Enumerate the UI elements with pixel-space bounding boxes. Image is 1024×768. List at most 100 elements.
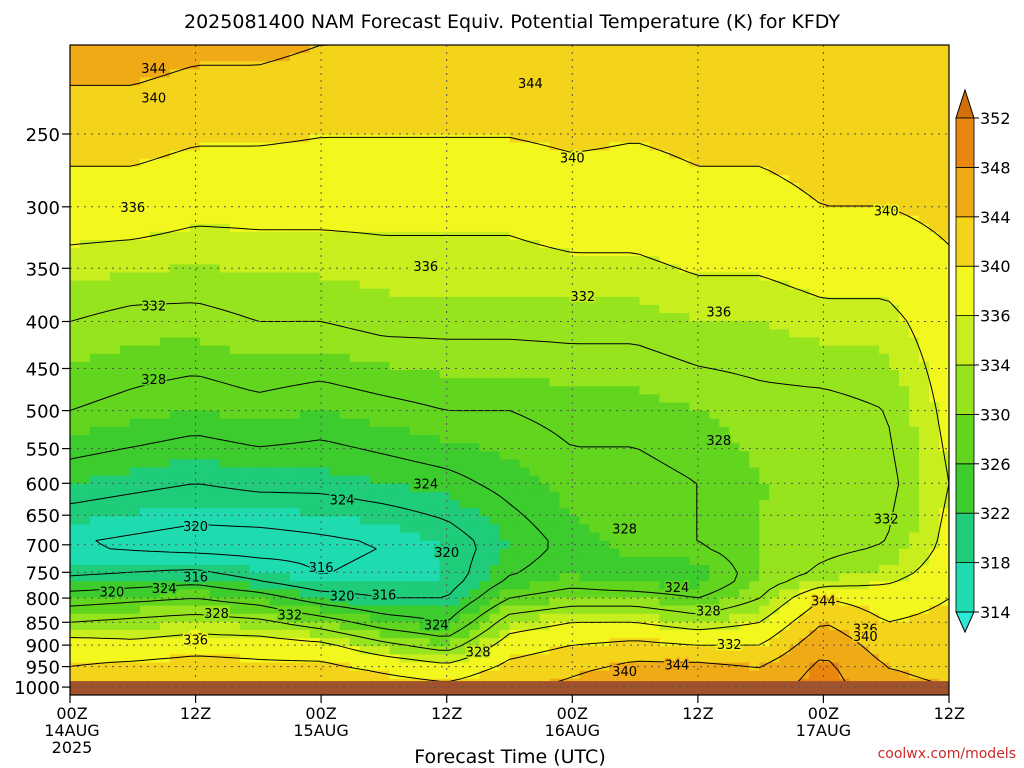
field-cell [659, 231, 670, 241]
field-cell [589, 280, 600, 290]
field-cell [339, 110, 351, 119]
field-cell [839, 93, 850, 103]
field-cell [709, 321, 720, 330]
field-cell [679, 166, 690, 176]
field-cell [449, 85, 461, 95]
field-cell [79, 134, 91, 144]
field-cell [689, 410, 700, 420]
field-cell [699, 101, 710, 111]
field-cell [109, 93, 121, 103]
field-cell [629, 166, 640, 176]
field-cell [299, 207, 311, 217]
field-cell [679, 240, 690, 249]
field-cell [439, 475, 451, 485]
field-cell [529, 491, 541, 501]
field-cell [719, 240, 730, 249]
field-cell [379, 101, 391, 111]
field-cell [729, 443, 740, 452]
field-cell [579, 491, 591, 501]
field-cell [599, 45, 610, 54]
field-cell [469, 443, 481, 452]
field-cell [119, 231, 131, 241]
field-cell [759, 288, 770, 298]
field-cell [779, 426, 790, 436]
field-cell [739, 175, 750, 184]
field-cell [529, 85, 541, 95]
field-cell [479, 321, 491, 330]
field-cell [189, 305, 201, 314]
field-cell [459, 101, 471, 111]
field-cell [209, 101, 221, 111]
field-cell [609, 231, 620, 241]
field-cell [389, 321, 401, 330]
field-cell [379, 394, 391, 404]
field-cell [179, 93, 191, 103]
field-cell [129, 240, 141, 249]
field-cell [119, 264, 131, 274]
field-cell [889, 85, 900, 95]
field-cell [869, 451, 880, 460]
field-cell [499, 69, 511, 79]
field-cell [519, 386, 531, 395]
field-cell [689, 256, 700, 265]
field-cell [819, 345, 830, 355]
field-cell [259, 280, 271, 290]
field-cell [349, 353, 361, 363]
field-cell [719, 426, 730, 436]
field-cell [349, 451, 361, 460]
field-cell [199, 467, 211, 477]
field-cell [399, 337, 411, 347]
field-cell [249, 394, 261, 404]
field-cell [189, 467, 201, 477]
field-cell [689, 158, 700, 168]
field-cell [379, 410, 391, 420]
field-cell [179, 329, 191, 339]
field-cell [259, 353, 271, 363]
field-cell [399, 53, 411, 62]
field-cell [779, 386, 790, 395]
field-cell [219, 118, 231, 127]
field-cell [899, 248, 910, 257]
field-cell [869, 491, 880, 501]
field-cell [329, 191, 341, 200]
field-cell [159, 443, 171, 452]
field-cell [889, 110, 900, 119]
field-cell [149, 53, 161, 62]
field-cell [779, 45, 790, 54]
field-cell [509, 207, 521, 217]
field-cell [879, 353, 890, 363]
field-cell [199, 337, 211, 347]
field-cell [369, 158, 381, 168]
field-cell [299, 491, 311, 501]
field-cell [869, 175, 880, 184]
field-cell [389, 199, 401, 209]
field-cell [199, 313, 211, 322]
field-cell [429, 305, 441, 314]
field-cell [669, 142, 680, 152]
field-cell [679, 142, 690, 152]
field-cell [629, 240, 640, 249]
field-cell [279, 443, 291, 452]
field-cell [70, 467, 81, 477]
field-cell [679, 370, 690, 379]
field-cell [789, 69, 800, 79]
field-cell [899, 288, 910, 298]
field-cell [889, 77, 900, 87]
field-cell [629, 207, 640, 217]
field-cell [129, 101, 141, 111]
field-cell [479, 231, 491, 241]
field-cell [559, 313, 571, 322]
field-cell [489, 483, 501, 493]
field-cell [899, 443, 910, 452]
field-cell [919, 150, 930, 160]
field-cell [699, 85, 710, 95]
field-cell [879, 296, 890, 306]
field-cell [229, 435, 241, 444]
field-cell [789, 118, 800, 127]
field-cell [919, 491, 930, 501]
field-cell [209, 175, 221, 184]
field-cell [409, 248, 421, 257]
field-cell [199, 370, 211, 379]
field-cell [559, 280, 571, 290]
field-cell [289, 426, 301, 436]
